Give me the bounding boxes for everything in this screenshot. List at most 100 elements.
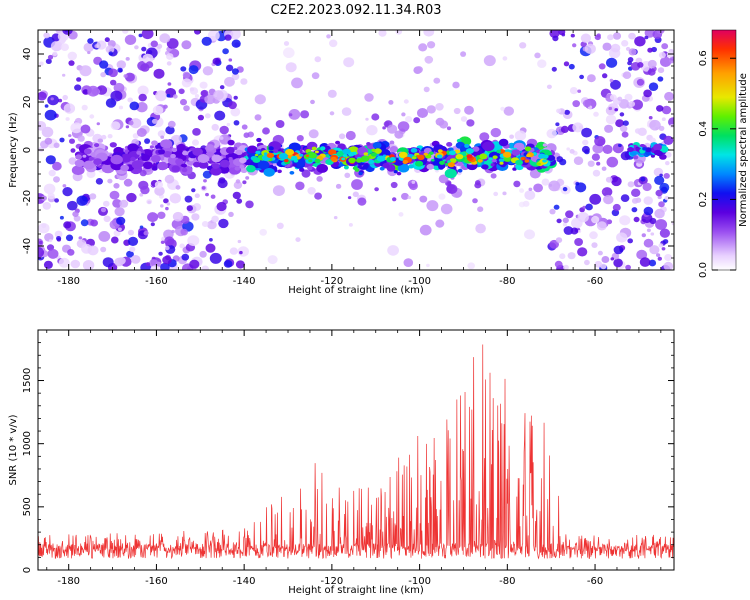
spectrogram-cell — [136, 128, 147, 137]
spectrogram-cell — [59, 137, 65, 143]
spectrogram-cell — [413, 117, 421, 124]
colorbar-tick-label: 0.4 — [698, 121, 709, 137]
spectrogram-cell — [387, 245, 399, 256]
spectrogram-cell — [100, 246, 107, 253]
spectrogram-cell — [671, 221, 674, 226]
spectrogram-cell — [502, 191, 507, 196]
spectrogram-cell — [354, 168, 360, 172]
spectrogram-cell — [129, 246, 136, 253]
spectrogram-y-ticks: -40 -20 0 20 40 — [22, 41, 674, 259]
spectrogram-cell — [637, 62, 644, 68]
spectrogram-cell — [654, 175, 665, 185]
spectrogram-cell — [524, 159, 530, 163]
spectrogram-cell — [43, 183, 56, 195]
spectrogram-cell — [39, 61, 44, 66]
spectrogram-cell — [382, 162, 390, 169]
spectrogram-cell — [175, 185, 181, 190]
spectrogram-cell — [627, 57, 634, 63]
spectrogram-cell — [348, 157, 356, 163]
spectrogram-cell — [144, 138, 151, 144]
spectrogram-cell — [211, 163, 220, 169]
spectrogram-cell — [435, 103, 444, 111]
spectrogram-cell — [625, 46, 631, 51]
spectrogram-cell — [162, 255, 172, 265]
spectrogram-cell — [295, 181, 305, 191]
spectrogram-cell — [110, 79, 117, 86]
spectrogram-cell — [124, 72, 135, 82]
spectrogram-cell — [553, 204, 560, 210]
spectrogram-cell — [179, 243, 185, 249]
y-tick-label: 500 — [22, 497, 33, 516]
spectrogram-cell — [341, 107, 352, 116]
spectrogram-cell — [580, 33, 592, 43]
spectrogram-cell — [634, 128, 642, 134]
spectrogram-cell — [333, 216, 338, 220]
spectrogram-cell — [577, 212, 589, 223]
spectrogram-cell — [284, 159, 289, 163]
spectrogram-cell — [602, 42, 612, 51]
spectrogram-cell — [661, 43, 669, 50]
spectrogram-cell — [642, 65, 650, 72]
spectrogram-cell — [45, 58, 52, 64]
spectrogram-cell — [157, 161, 169, 171]
spectrogram-cell — [43, 32, 50, 39]
colorbar-tick-label: 0.2 — [698, 191, 709, 207]
spectrogram-cell — [664, 91, 674, 101]
spectrogram-cell — [644, 35, 649, 40]
spectrogram-cell — [419, 195, 428, 203]
spectrogram-cell — [618, 143, 622, 148]
spectrogram-cell — [59, 215, 64, 220]
spectrogram-cell — [300, 110, 310, 119]
spectrogram-cell — [493, 191, 499, 197]
spectrogram-cell — [558, 30, 566, 36]
spectrogram-cell — [601, 166, 607, 171]
spectrogram-cell — [541, 178, 550, 186]
spectrogram-cell — [481, 164, 489, 170]
spectrogram-cell — [559, 253, 566, 260]
spectrogram-cell — [80, 219, 89, 227]
spectrogram-cell — [199, 81, 208, 89]
spectrogram-cell — [65, 117, 70, 121]
spectrogram-cell — [330, 156, 337, 162]
spectrogram-cell — [156, 43, 163, 49]
spectrogram-cell — [336, 150, 345, 157]
spectrogram-cell — [513, 180, 521, 188]
spectrogram-cell — [243, 132, 250, 138]
spectrogram-cell — [95, 178, 103, 185]
spectrogram-cell — [311, 72, 320, 80]
spectrogram-cell — [194, 94, 200, 98]
spectrogram-cell — [643, 238, 654, 248]
spectrogram-cell — [608, 106, 613, 111]
spectrogram-cell — [664, 195, 670, 201]
spectrogram-cell — [134, 45, 139, 50]
spectrogram-cell — [556, 218, 562, 224]
spectrogram-cell — [38, 91, 47, 101]
spectrogram-cell — [52, 51, 58, 57]
spectrogram-cell — [439, 160, 445, 165]
spectrogram-cell — [114, 257, 124, 267]
spectrogram-cell — [149, 145, 154, 149]
spectrogram-cell — [285, 148, 295, 156]
spectrogram-cell — [181, 78, 192, 88]
spectrogram-cell — [653, 143, 662, 151]
spectrogram-cell — [511, 149, 521, 156]
spectrogram-cell — [54, 230, 63, 238]
spectrogram-cell — [605, 176, 613, 183]
spectrogram-cell — [370, 152, 377, 157]
spectrogram-cell — [568, 63, 575, 70]
spectrogram-cell — [216, 201, 227, 212]
spectrogram-cell — [498, 138, 509, 147]
spectrogram-cell — [417, 108, 428, 118]
spectrogram-cell — [475, 223, 486, 234]
spectrogram-cell — [627, 238, 633, 244]
spectrogram-cell — [335, 183, 342, 189]
spectrogram-cell — [393, 170, 398, 174]
spectrogram-cell — [119, 199, 129, 208]
spectrogram-cell — [452, 81, 460, 89]
spectrogram-cell — [477, 159, 483, 163]
spectrogram-cell — [644, 30, 655, 38]
spectrogram-cell — [283, 47, 295, 58]
snr-x-label: Height of straight line (km) — [288, 585, 424, 596]
spectrogram-cell — [197, 114, 204, 121]
spectrogram-cell — [224, 76, 235, 87]
